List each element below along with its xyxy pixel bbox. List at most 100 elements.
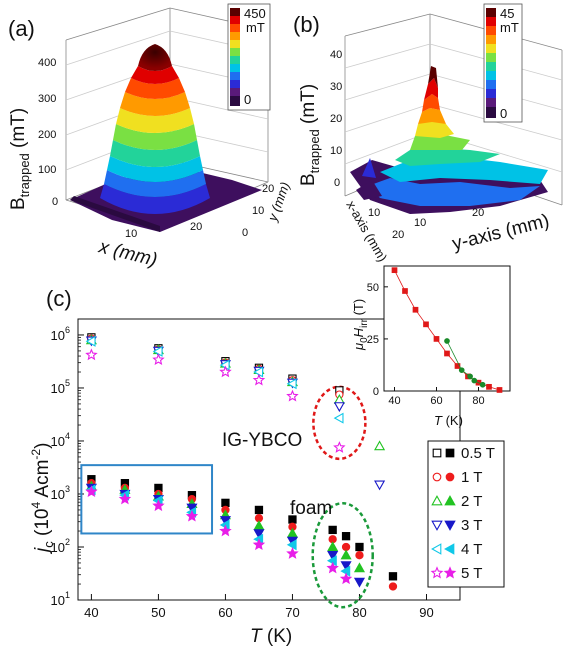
panel-b-x-tick: 10 — [414, 217, 426, 229]
panel-a: (a) — [8, 3, 293, 271]
legend-label: 4 T — [461, 541, 482, 558]
inset-y-label: μ0Hirr (T) — [351, 299, 370, 351]
inset-x-tick-label: 80 — [472, 395, 484, 407]
panel-a-z-ticks: 400 300 200 100 0 — [38, 57, 58, 208]
panel-b-y-tick: 20 — [392, 229, 404, 241]
panel-c-x-label: T (K) — [250, 626, 292, 647]
panel-a-colorbar-max: 450 — [244, 6, 266, 21]
legend-marker-filled — [445, 472, 455, 482]
legend-label: 1 T — [461, 469, 482, 486]
series-s5 — [85, 348, 353, 585]
foam-point — [152, 499, 165, 512]
inset-y-tick-label: 50 — [367, 282, 379, 294]
panel-c-inset: 40 60 80 0 25 50 μ0Hirr (T) T (K) — [351, 265, 511, 428]
foam-point — [326, 561, 339, 574]
foam-point — [254, 505, 264, 515]
legend-marker-filled — [445, 448, 455, 458]
panel-b-colorbar-unit: mT — [500, 20, 519, 35]
foam-point — [340, 561, 352, 572]
ig-ybco-point — [252, 373, 266, 386]
x-tick-label: 70 — [285, 605, 299, 620]
foam-point — [355, 542, 364, 552]
panel-b-y-label: x-axis (mm) — [343, 198, 390, 264]
foam-point — [185, 509, 199, 522]
foam-point — [340, 549, 352, 560]
panel-b-y-tick: 10 — [368, 207, 380, 219]
legend-marker-open — [432, 448, 442, 458]
panel-a-z-tick: 100 — [38, 164, 56, 176]
foam-point — [327, 541, 339, 552]
legend-label: 0.5 T — [461, 445, 495, 462]
foam-point — [339, 572, 353, 585]
legend-marker-open — [431, 495, 443, 506]
panel-a-z-tick: 200 — [38, 129, 56, 141]
ig-ybco-point — [374, 480, 386, 491]
x-tick-label: 50 — [151, 605, 165, 620]
ig-ybco-point — [333, 412, 344, 424]
panel-c-legend: 0.5 T 1 T 2 T 3 T 4 T 5 T — [427, 440, 505, 588]
panel-a-y-tick: 10 — [252, 205, 264, 217]
panel-c-label: (c) — [46, 286, 72, 311]
inset-x-tick-label: 40 — [388, 395, 400, 407]
foam-point — [219, 524, 232, 537]
ig-ybco-point — [85, 348, 98, 361]
foam-point — [353, 577, 366, 588]
legend-marker-filled — [444, 543, 455, 555]
inset-point — [496, 387, 503, 393]
panel-b-z-tick: 40 — [330, 49, 342, 61]
x-tick-label: 80 — [352, 605, 366, 620]
foam-point — [253, 529, 265, 540]
ig-ybco-point — [286, 389, 299, 402]
foam-point — [353, 562, 366, 573]
series-s1 — [87, 334, 398, 591]
foam-point — [118, 492, 132, 505]
y-tick-label: 102 — [51, 537, 70, 555]
panel-b-z-ticks: 40 30 20 10 0 — [330, 49, 342, 189]
foam-point — [355, 551, 364, 560]
panel-a-x-label: x (mm) — [96, 236, 159, 271]
ig-ybco-point — [253, 366, 264, 378]
foam-point — [85, 485, 98, 498]
foam-point — [340, 565, 351, 577]
y-tick-label: 103 — [51, 484, 70, 502]
legend-label: 2 T — [461, 493, 482, 510]
ig-ybco-point — [85, 335, 96, 347]
inset-point — [479, 381, 486, 388]
panel-a-z-tick: 0 — [52, 196, 58, 208]
x-tick-label: 40 — [84, 605, 98, 620]
foam-point — [327, 551, 339, 561]
panel-c-points — [85, 333, 398, 591]
panel-c-axes: 40 50 60 70 80 90 101 102 103 104 105 106 — [51, 325, 434, 620]
panel-b-colorbar: 45 mT 0 — [483, 3, 523, 123]
panel-b-label: (b) — [293, 12, 320, 37]
foam-point — [388, 582, 398, 591]
panel-c-y-label: jc (104 Acm-2) — [29, 443, 56, 555]
legend-label: 3 T — [461, 517, 482, 534]
ig-ybco-ellipse — [312, 385, 367, 461]
panel-a-x-tick: 20 — [190, 221, 202, 233]
legend-marker-filled — [444, 495, 456, 506]
foam-point — [252, 538, 266, 551]
panel-b-z-label: Btrapped (mT) — [298, 84, 322, 186]
panel-a-y-tick: 0 — [242, 227, 248, 239]
panel-b-z-tick: 0 — [334, 177, 340, 189]
inset-point — [423, 321, 429, 328]
ig-ybco-point — [152, 345, 163, 357]
panel-c-foam-label: foam — [290, 498, 332, 519]
panel-c-overlays — [80, 385, 374, 609]
inset-frame — [383, 265, 511, 392]
foam-point — [388, 572, 398, 581]
series-s4 — [85, 335, 351, 577]
inset-y-tick-label: 0 — [373, 386, 379, 398]
inset-point — [471, 377, 478, 384]
legend-marker-open — [430, 566, 444, 579]
panel-a-surface — [100, 44, 210, 214]
foam-ellipse — [311, 501, 374, 609]
foam-point — [286, 539, 297, 551]
panel-b-x-label: y-axis (mm) — [450, 210, 551, 254]
inset-point — [402, 288, 408, 294]
foam-point — [253, 520, 265, 531]
ig-ybco-point — [333, 441, 346, 453]
legend-marker-open — [431, 543, 442, 555]
